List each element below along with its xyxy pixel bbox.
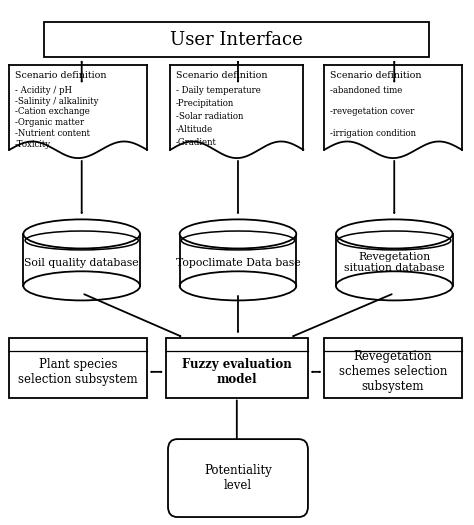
Text: -revegetation cover: -revegetation cover (330, 108, 414, 117)
Text: Plant species
selection subsystem: Plant species selection subsystem (18, 358, 138, 386)
Text: -Gradient: -Gradient (176, 138, 217, 146)
Text: -Toxicity: -Toxicity (15, 140, 51, 149)
Text: Potentiality
level: Potentiality level (204, 464, 272, 492)
Text: Scenario definition: Scenario definition (330, 71, 421, 80)
Text: -Solar radiation: -Solar radiation (176, 112, 243, 121)
Text: Topoclimate Data base: Topoclimate Data base (176, 257, 301, 268)
Text: -Cation exchange: -Cation exchange (15, 108, 90, 117)
Text: Fuzzy evaluation
model: Fuzzy evaluation model (182, 358, 292, 386)
Ellipse shape (180, 271, 296, 300)
Polygon shape (9, 65, 147, 158)
Bar (180, 234, 296, 286)
Ellipse shape (336, 219, 453, 248)
Text: -Precipitation: -Precipitation (176, 99, 234, 108)
Text: - Daily temperature: - Daily temperature (176, 86, 261, 95)
Text: Revegetation
situation database: Revegetation situation database (344, 251, 445, 274)
Polygon shape (170, 65, 303, 158)
Text: -Nutrient content: -Nutrient content (15, 129, 90, 138)
Ellipse shape (336, 271, 453, 300)
Text: -Salinity / alkalinity: -Salinity / alkalinity (15, 97, 99, 106)
Ellipse shape (23, 271, 140, 300)
Text: Scenario definition: Scenario definition (15, 71, 107, 80)
Ellipse shape (23, 219, 140, 248)
Text: - Acidity / pH: - Acidity / pH (15, 86, 72, 95)
Bar (166, 338, 308, 397)
Text: -irrigation condition: -irrigation condition (330, 129, 416, 138)
Bar (23, 234, 140, 286)
Text: -abandoned time: -abandoned time (330, 86, 402, 95)
FancyBboxPatch shape (168, 439, 308, 517)
Polygon shape (324, 65, 462, 158)
Text: Scenario definition: Scenario definition (176, 71, 267, 80)
Bar (45, 22, 429, 57)
Bar (336, 234, 453, 286)
Text: User Interface: User Interface (171, 30, 303, 49)
Text: -Organic matter: -Organic matter (15, 118, 84, 127)
Text: -Altitude: -Altitude (176, 124, 213, 133)
Text: Revegetation
schemes selection
subsystem: Revegetation schemes selection subsystem (339, 350, 447, 393)
Text: Soil quality database: Soil quality database (24, 257, 139, 268)
Ellipse shape (180, 219, 296, 248)
Bar (9, 338, 147, 397)
Bar (324, 338, 462, 397)
